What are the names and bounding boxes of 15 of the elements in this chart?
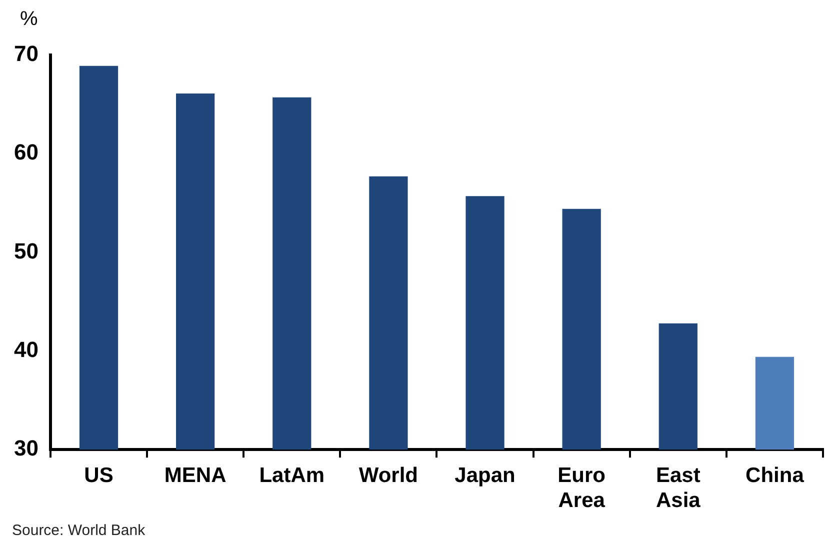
x-tick-label: Euro Area (558, 464, 606, 512)
y-tick-label: 30 (14, 436, 38, 461)
y-tick-label: 70 (14, 41, 38, 66)
x-tick-label: China (746, 464, 804, 487)
x-tick-label: World (358, 464, 418, 487)
source-note: Source: World Bank (12, 522, 146, 539)
x-tick-label: LatAm (259, 464, 325, 487)
y-tick-label: 50 (14, 238, 38, 264)
y-tick-label: 60 (14, 140, 38, 165)
x-tick-label: Japan (454, 464, 516, 487)
x-tick-label: MENA (164, 464, 226, 487)
x-tick-label: US (84, 464, 114, 487)
y-axis-title: % (20, 8, 38, 31)
y-tick-label: 40 (14, 337, 38, 362)
x-tick-label: East Asia (656, 464, 701, 512)
